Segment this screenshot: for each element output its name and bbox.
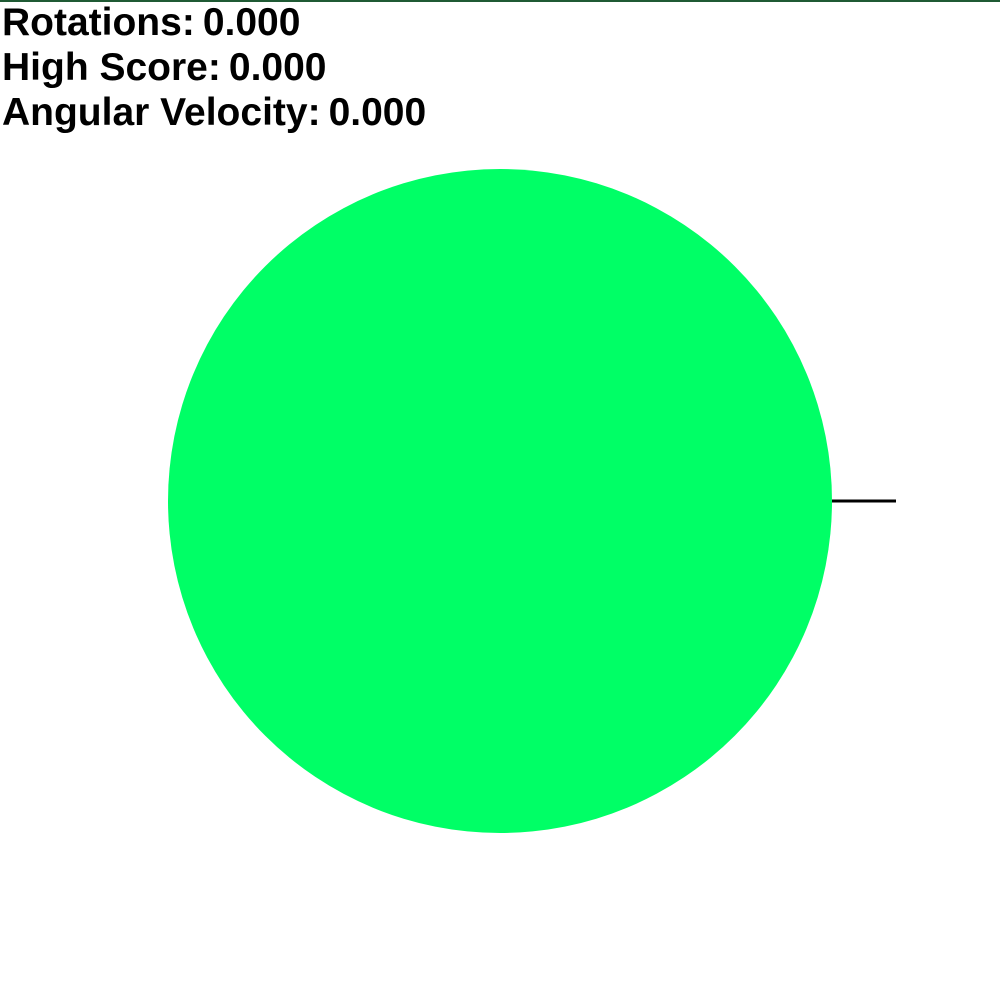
spinning-wheel[interactable] [168, 169, 896, 833]
rotations-readout: Rotations: 0.000 [2, 0, 426, 45]
high-score-value: 0.000 [228, 46, 327, 89]
rotations-value: 0.000 [202, 1, 301, 44]
high-score-label: High Score: [2, 46, 221, 89]
angular-velocity-value: 0.000 [328, 91, 427, 134]
wheel-disc[interactable] [168, 169, 832, 833]
high-score-readout: High Score: 0.000 [2, 45, 426, 90]
rotations-label: Rotations: [2, 1, 195, 44]
angular-velocity-label: Angular Velocity: [2, 91, 321, 134]
top-border [0, 0, 1000, 2]
angular-velocity-readout: Angular Velocity: 0.000 [2, 90, 426, 135]
hud: Rotations: 0.000 High Score: 0.000 Angular… [2, 0, 426, 135]
